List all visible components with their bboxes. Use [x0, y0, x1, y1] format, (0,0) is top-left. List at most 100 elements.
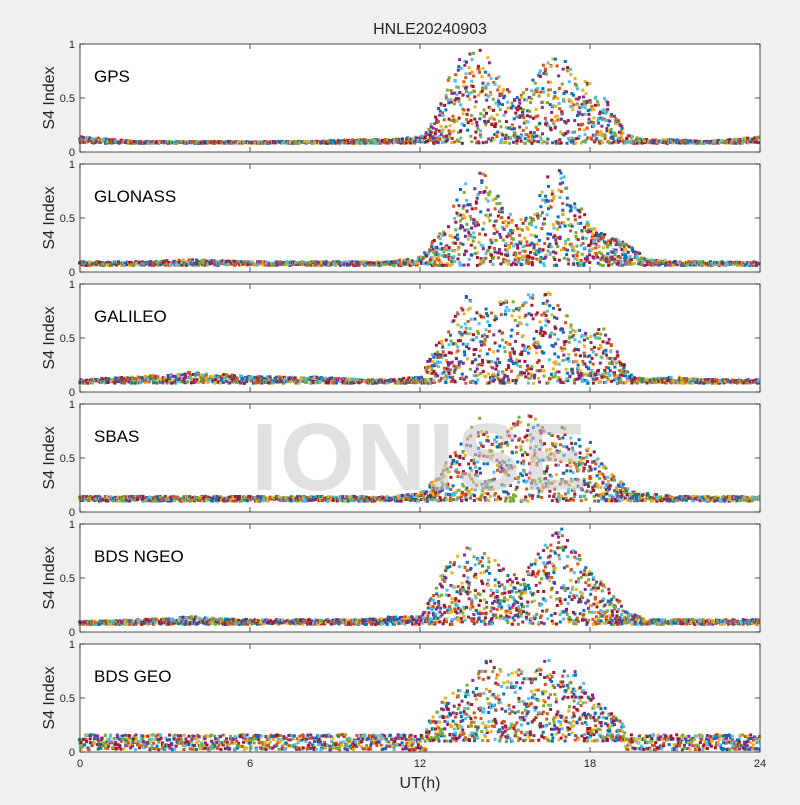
scatter-point — [516, 244, 519, 247]
scatter-point — [529, 115, 532, 118]
scatter-point — [421, 139, 424, 142]
scatter-point — [530, 97, 533, 100]
scatter-point — [465, 72, 468, 75]
scatter-point — [523, 360, 526, 363]
scatter-point — [603, 233, 606, 236]
scatter-point — [487, 74, 490, 77]
scatter-point — [461, 142, 464, 145]
scatter-point — [545, 314, 548, 317]
scatter-point — [439, 361, 442, 364]
scatter-point — [498, 202, 501, 205]
scatter-point — [545, 303, 548, 306]
scatter-point — [497, 195, 500, 198]
scatter-point — [557, 215, 560, 218]
scatter-point — [427, 366, 430, 369]
scatter-point — [518, 98, 521, 101]
scatter-point — [453, 217, 456, 220]
scatter-point — [466, 113, 469, 116]
scatter-point — [459, 339, 462, 342]
scatter-point — [566, 66, 569, 69]
scatter-point — [606, 103, 609, 106]
scatter-point — [480, 257, 483, 260]
scatter-point — [305, 381, 308, 384]
scatter-point — [608, 338, 611, 341]
scatter-point — [572, 246, 575, 249]
scatter-point — [498, 345, 501, 348]
scatter-point — [493, 224, 496, 227]
scatter-point — [461, 309, 464, 312]
scatter-point — [456, 346, 459, 349]
scatter-point — [549, 293, 552, 296]
scatter-point — [472, 222, 475, 225]
scatter-point — [597, 244, 600, 247]
scatter-point — [504, 220, 507, 223]
scatter-point — [610, 263, 613, 266]
scatter-point — [518, 126, 521, 129]
scatter-point — [466, 210, 469, 213]
scatter-point — [596, 100, 599, 103]
scatter-point — [503, 228, 506, 231]
scatter-point — [480, 75, 483, 78]
scatter-point — [499, 303, 502, 306]
y-tick-label: 1 — [69, 159, 75, 171]
scatter-point — [561, 181, 564, 184]
scatter-point — [550, 119, 553, 122]
scatter-point — [522, 108, 525, 111]
scatter-point — [493, 247, 496, 250]
scatter-point — [533, 337, 536, 340]
scatter-point — [473, 353, 476, 356]
scatter-point — [607, 379, 610, 382]
scatter-point — [553, 120, 556, 123]
scatter-point — [463, 124, 466, 127]
scatter-point — [505, 242, 508, 245]
scatter-point — [588, 354, 591, 357]
scatter-point — [500, 125, 503, 128]
scatter-point — [444, 380, 447, 383]
scatter-point — [487, 209, 490, 212]
scatter-point — [577, 238, 580, 241]
scatter-point — [591, 232, 594, 235]
scatter-point — [637, 262, 640, 265]
scatter-point — [546, 101, 549, 104]
scatter-point — [191, 258, 194, 261]
scatter-point — [578, 135, 581, 138]
scatter-point — [398, 259, 401, 262]
scatter-point — [504, 260, 507, 263]
scatter-point — [557, 356, 560, 359]
scatter-point — [471, 207, 474, 210]
scatter-point — [550, 128, 553, 131]
scatter-point — [425, 254, 428, 257]
scatter-point — [243, 382, 246, 385]
scatter-point — [451, 137, 454, 140]
scatter-point — [505, 306, 508, 309]
scatter-point — [436, 374, 439, 377]
scatter-point — [543, 331, 546, 334]
scatter-point — [511, 105, 514, 108]
scatter-point — [441, 264, 444, 267]
scatter-point — [508, 142, 511, 145]
scatter-point — [507, 221, 510, 224]
scatter-point — [528, 110, 531, 113]
scatter-point — [519, 365, 522, 368]
scatter-point — [544, 195, 547, 198]
scatter-point — [568, 360, 571, 363]
scatter-point — [207, 379, 210, 382]
scatter-point — [510, 329, 513, 332]
scatter-point — [466, 357, 469, 360]
scatter-point — [456, 234, 459, 237]
scatter-point — [512, 229, 515, 232]
scatter-point — [540, 138, 543, 141]
scatter-point — [467, 238, 470, 241]
scatter-point — [472, 85, 475, 88]
scatter-point — [470, 80, 473, 83]
scatter-point — [479, 112, 482, 115]
scatter-point — [526, 323, 529, 326]
scatter-point — [586, 127, 589, 130]
scatter-point — [607, 124, 610, 127]
scatter-point — [469, 327, 472, 330]
scatter-point — [474, 137, 477, 140]
y-tick-label: 0.5 — [60, 93, 75, 105]
scatter-point — [564, 60, 567, 63]
scatter-point — [466, 95, 469, 98]
